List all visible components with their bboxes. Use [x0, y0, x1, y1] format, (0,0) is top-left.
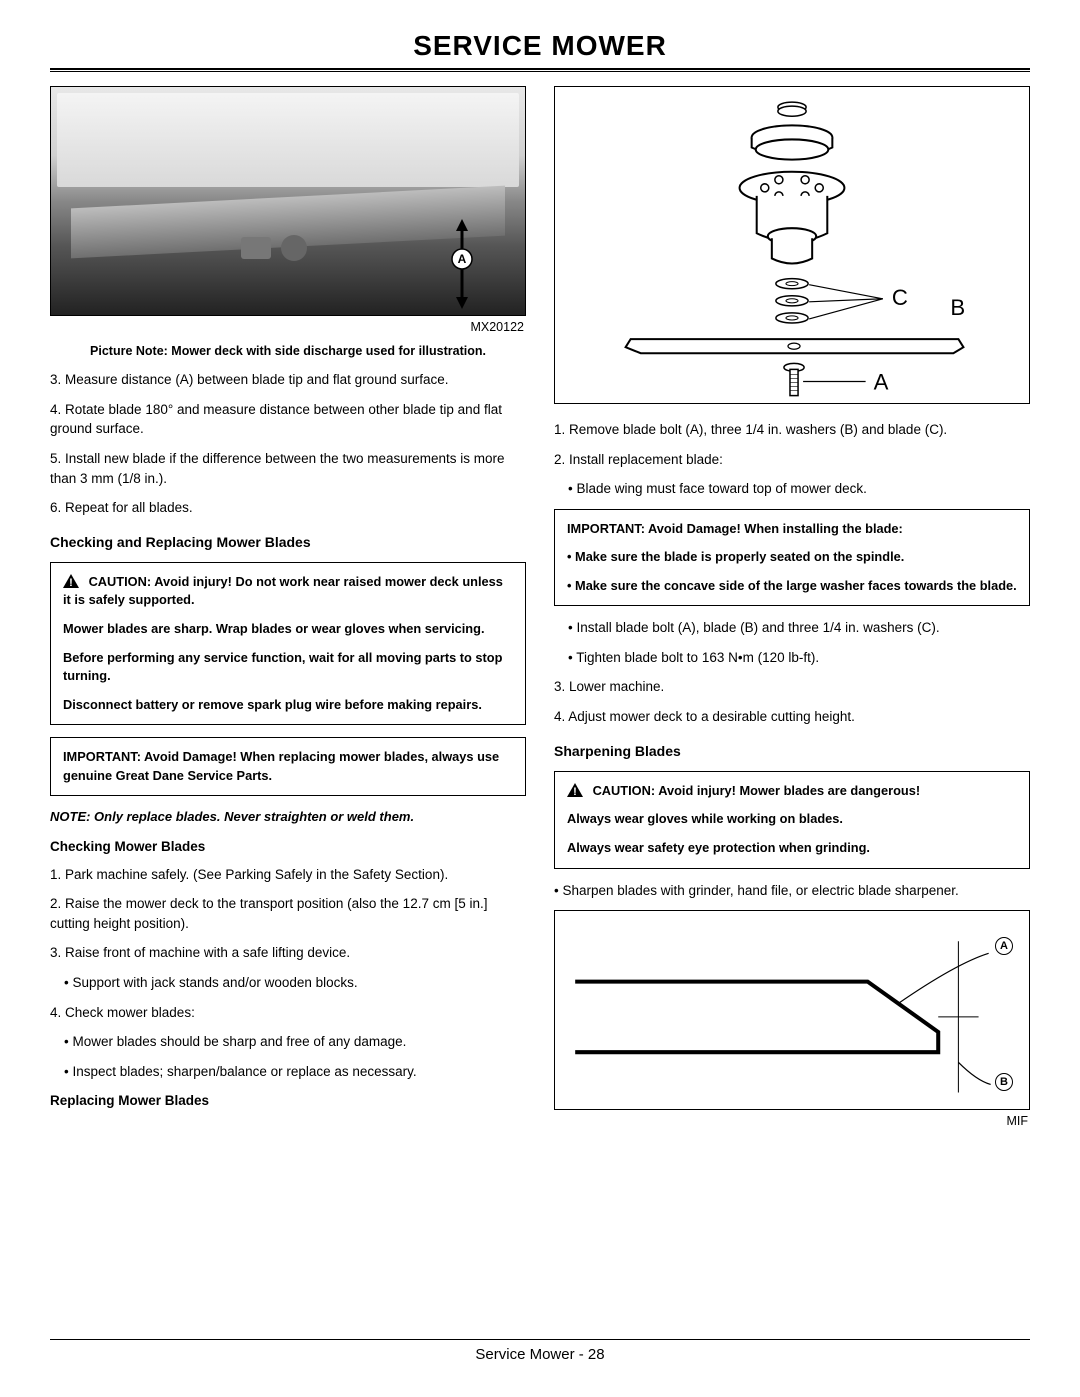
warning-icon: ! — [567, 783, 583, 797]
measurement-arrow: A — [447, 219, 477, 309]
check-step-4b: • Inspect blades; sharpen/balance or rep… — [50, 1062, 526, 1082]
photo-bolt-2 — [281, 235, 307, 261]
check-step-4a: • Mower blades should be sharp and free … — [50, 1032, 526, 1052]
figure-3-blade-profile: A B — [554, 910, 1030, 1110]
photo-bolt-1 — [241, 237, 271, 259]
warning-icon: ! — [63, 574, 79, 588]
check-step-3a: • Support with jack stands and/or wooden… — [50, 973, 526, 993]
replace-step-4: 4. Adjust mower deck to a desirable cutt… — [554, 707, 1030, 727]
figure-1-note: Picture Note: Mower deck with side disch… — [50, 342, 526, 360]
right-column: C B A 1. Remove blade bolt (A), three 1/… — [554, 86, 1030, 1136]
heading-sharpening: Sharpening Blades — [554, 741, 1030, 761]
caution-box-2: ! CAUTION: Avoid injury! Mower blades ar… — [554, 771, 1030, 869]
diagram-label-b: B — [950, 295, 965, 320]
check-step-3: 3. Raise front of machine with a safe li… — [50, 943, 526, 963]
diagram-label-c: C — [892, 285, 908, 310]
step-3: 3. Measure distance (A) between blade ti… — [50, 370, 526, 390]
caution1-line3: Before performing any service function, … — [63, 649, 513, 686]
caution-box-1: ! CAUTION: Avoid injury! Do not work nea… — [50, 562, 526, 725]
blade-profile-svg — [555, 911, 1029, 1113]
svg-text:!: ! — [573, 786, 577, 797]
step-5: 5. Install new blade if the difference b… — [50, 449, 526, 488]
left-column: A MX20122 Picture Note: Mower deck with … — [50, 86, 526, 1136]
diagram-label-a: A — [874, 370, 889, 395]
heading-checking-blades: Checking Mower Blades — [50, 837, 526, 857]
replace-step-3: 3. Lower machine. — [554, 677, 1030, 697]
important1-text: IMPORTANT: Avoid Damage! When replacing … — [63, 748, 513, 785]
caution1-line4: Disconnect battery or remove spark plug … — [63, 696, 513, 715]
check-step-4: 4. Check mower blades: — [50, 1003, 526, 1023]
sharpen-step-1: • Sharpen blades with grinder, hand file… — [554, 881, 1030, 901]
fig3-label-a: A — [995, 937, 1013, 955]
important2-line3: • Make sure the concave side of the larg… — [567, 577, 1017, 596]
check-step-2: 2. Raise the mower deck to the transport… — [50, 894, 526, 933]
important2-line2: • Make sure the blade is properly seated… — [567, 548, 1017, 567]
caution1-line1: CAUTION: Avoid injury! Do not work near … — [63, 574, 503, 608]
caution2-line2: Always wear gloves while working on blad… — [567, 810, 1017, 829]
replace-step-2c: • Tighten blade bolt to 163 N•m (120 lb-… — [554, 648, 1030, 668]
photo-deck-top — [57, 93, 519, 187]
step-6: 6. Repeat for all blades. — [50, 498, 526, 518]
note-italic: NOTE: Only replace blades. Never straigh… — [50, 808, 526, 827]
important-box-2: IMPORTANT: Avoid Damage! When installing… — [554, 509, 1030, 607]
content-columns: A MX20122 Picture Note: Mower deck with … — [50, 86, 1030, 1136]
caution1-line2: Mower blades are sharp. Wrap blades or w… — [63, 620, 513, 639]
figure-1-id: MX20122 — [50, 318, 524, 336]
title-rule — [50, 68, 1030, 72]
page-title: SERVICE MOWER — [50, 30, 1030, 62]
heading-check-replace: Checking and Replacing Mower Blades — [50, 532, 526, 552]
heading-replacing-blades: Replacing Mower Blades — [50, 1091, 526, 1111]
replace-step-2b: • Install blade bolt (A), blade (B) and … — [554, 618, 1030, 638]
step-4: 4. Rotate blade 180° and measure distanc… — [50, 400, 526, 439]
important-box-1: IMPORTANT: Avoid Damage! When replacing … — [50, 737, 526, 796]
caution2-line3: Always wear safety eye protection when g… — [567, 839, 1017, 858]
figure-3-id: MIF — [554, 1112, 1028, 1130]
arrow-label-a: A — [458, 252, 467, 266]
replace-step-2: 2. Install replacement blade: — [554, 450, 1030, 470]
replace-step-2a: • Blade wing must face toward top of mow… — [554, 479, 1030, 499]
page-footer: Service Mower - 28 — [50, 1339, 1030, 1363]
exploded-diagram-svg: C B A — [555, 87, 1029, 408]
check-step-1: 1. Park machine safely. (See Parking Saf… — [50, 865, 526, 885]
important2-line1: IMPORTANT: Avoid Damage! When installing… — [567, 520, 1017, 539]
svg-text:!: ! — [69, 577, 73, 588]
fig3-label-b: B — [995, 1073, 1013, 1091]
figure-2-exploded: C B A — [554, 86, 1030, 404]
figure-1-photo: A — [50, 86, 526, 316]
caution2-line1: CAUTION: Avoid injury! Mower blades are … — [593, 783, 921, 798]
replace-step-1: 1. Remove blade bolt (A), three 1/4 in. … — [554, 420, 1030, 440]
